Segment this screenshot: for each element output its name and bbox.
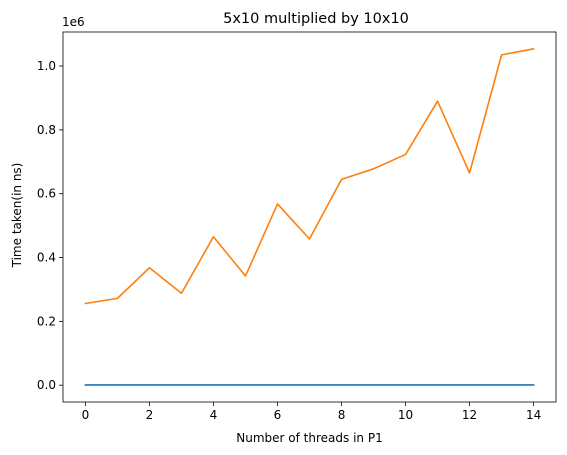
x-tick-label: 0 (82, 408, 90, 422)
series-line-2 (84, 47, 535, 305)
y-tick-label: 1.0 (37, 59, 56, 73)
y-tick-label: 0.4 (37, 251, 56, 265)
x-tick-label: 6 (274, 408, 282, 422)
y-tick-label: 0.2 (37, 314, 56, 328)
chart-title: 5x10 multiplied by 10x10 (223, 11, 409, 27)
x-tick-label: 14 (526, 408, 541, 422)
y-tick-label: 0.8 (37, 123, 56, 137)
x-tick-label: 4 (210, 408, 218, 422)
y-tick-label: 0.6 (37, 187, 56, 201)
x-tick-label: 10 (398, 408, 413, 422)
plot-area: 0 2 4 6 8 10 12 14 0.0 0.2 0.4 0.6 0.8 1.0 (37, 31, 557, 422)
y-axis-multiplier: 1e6 (62, 15, 85, 29)
x-tick-label: 12 (462, 408, 477, 422)
x-tick-label: 2 (146, 408, 154, 422)
y-axis-label: Time taken(in ns) (10, 163, 24, 269)
x-axis-label: Number of threads in P1 (236, 431, 382, 445)
plot-frame (62, 31, 557, 403)
y-tick-label: 0.0 (37, 378, 56, 392)
x-tick-label: 8 (338, 408, 346, 422)
